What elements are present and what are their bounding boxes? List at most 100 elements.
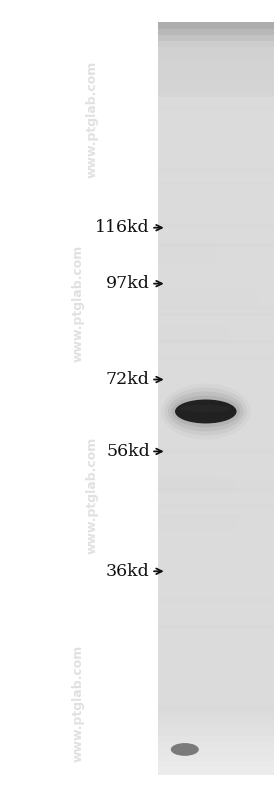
Bar: [158, 449, 274, 452]
Bar: [158, 667, 274, 675]
Bar: [158, 323, 274, 331]
Bar: [158, 767, 274, 775]
Bar: [158, 529, 274, 537]
Bar: [158, 555, 274, 562]
Bar: [158, 622, 274, 626]
Bar: [158, 97, 274, 105]
Bar: [158, 736, 274, 744]
Bar: [158, 354, 274, 362]
Bar: [158, 398, 274, 406]
Bar: [158, 592, 274, 600]
Bar: [158, 486, 274, 489]
Bar: [158, 417, 274, 424]
Bar: [158, 742, 274, 750]
Bar: [158, 229, 274, 237]
Bar: [158, 54, 274, 62]
Bar: [158, 754, 274, 762]
Bar: [158, 260, 274, 268]
Bar: [158, 718, 274, 725]
Bar: [158, 479, 274, 487]
Ellipse shape: [171, 396, 240, 427]
Bar: [158, 761, 274, 769]
Bar: [158, 122, 274, 130]
Text: www.ptglab.com: www.ptglab.com: [86, 437, 99, 554]
Bar: [158, 105, 274, 109]
Bar: [158, 478, 207, 494]
Bar: [158, 357, 274, 360]
Bar: [158, 511, 274, 519]
Bar: [158, 235, 274, 243]
Bar: [158, 129, 274, 137]
Bar: [158, 166, 274, 174]
Bar: [158, 692, 274, 700]
Bar: [158, 429, 274, 437]
Bar: [158, 491, 274, 499]
Bar: [158, 467, 252, 483]
Bar: [158, 411, 274, 419]
Bar: [158, 35, 274, 42]
Bar: [158, 272, 274, 280]
Bar: [158, 306, 274, 309]
Bar: [158, 197, 274, 205]
Bar: [158, 598, 274, 606]
Bar: [158, 324, 229, 340]
Bar: [158, 310, 274, 318]
Bar: [158, 248, 274, 256]
Bar: [158, 78, 274, 86]
Bar: [158, 654, 274, 662]
Bar: [158, 29, 274, 37]
Bar: [158, 290, 259, 306]
Bar: [158, 579, 274, 587]
Bar: [158, 286, 274, 289]
Bar: [158, 749, 274, 756]
Text: 36kd: 36kd: [106, 562, 150, 580]
Text: www.ptglab.com: www.ptglab.com: [86, 62, 99, 178]
Bar: [158, 313, 274, 316]
Bar: [158, 661, 274, 669]
Bar: [158, 423, 274, 431]
Bar: [158, 348, 274, 356]
Bar: [158, 135, 274, 143]
Bar: [158, 542, 274, 550]
Bar: [158, 173, 274, 181]
Bar: [158, 241, 274, 249]
Bar: [158, 223, 274, 230]
Bar: [158, 360, 274, 368]
Bar: [158, 476, 237, 492]
Ellipse shape: [175, 400, 237, 423]
Bar: [158, 679, 274, 687]
Bar: [158, 392, 274, 400]
Bar: [158, 604, 274, 612]
Bar: [158, 148, 274, 155]
Bar: [158, 304, 274, 312]
Bar: [158, 73, 274, 81]
Bar: [158, 523, 274, 531]
Bar: [158, 285, 274, 293]
Ellipse shape: [168, 392, 244, 431]
Bar: [158, 460, 274, 468]
Bar: [158, 22, 274, 30]
Bar: [158, 343, 274, 346]
Bar: [158, 110, 274, 117]
Bar: [158, 329, 274, 337]
Bar: [158, 598, 274, 602]
Bar: [158, 515, 238, 531]
Ellipse shape: [171, 743, 199, 756]
Bar: [158, 515, 274, 519]
Bar: [158, 610, 274, 618]
Bar: [158, 561, 274, 569]
Bar: [158, 636, 274, 644]
Bar: [158, 435, 274, 443]
Text: 56kd: 56kd: [106, 443, 150, 460]
Bar: [158, 244, 274, 247]
Bar: [158, 217, 274, 225]
Bar: [158, 379, 274, 387]
Bar: [158, 243, 274, 246]
Bar: [158, 91, 274, 99]
Bar: [158, 336, 274, 344]
Bar: [158, 705, 274, 713]
Bar: [158, 467, 274, 475]
Text: 72kd: 72kd: [106, 371, 150, 388]
Bar: [158, 224, 274, 227]
Bar: [158, 686, 274, 694]
